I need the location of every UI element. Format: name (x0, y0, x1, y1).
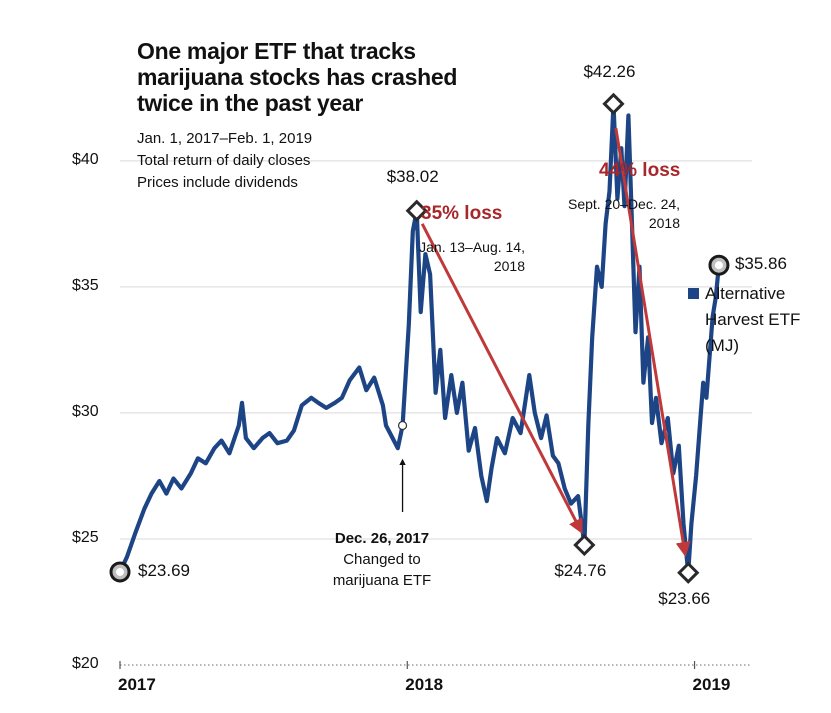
y-tick-label: $20 (72, 655, 99, 672)
date-range-line: 2018 (648, 215, 680, 231)
note-line: marijuana ETF (332, 572, 432, 589)
y-tick-label: $30 (72, 402, 99, 420)
y-tick-label: $25 (72, 528, 99, 546)
chart-subtitle: Jan. 1, 2017–Feb. 1, 2019 Total return o… (137, 128, 397, 194)
value-label: $35.86 (734, 254, 787, 274)
date-range-line: Sept. 20–Dec. 24, (568, 196, 681, 212)
x-tick-label: 2017 (118, 675, 156, 694)
diamond-marker (405, 199, 428, 222)
annotation-arrows (399, 127, 691, 558)
x-tick-label: 2018 (405, 675, 444, 694)
note-title: Dec. 26, 2017 (334, 530, 430, 547)
value-label: $42.26 (583, 61, 636, 81)
loss-arrow (420, 223, 583, 535)
subtitle-line: Total return of daily closes (137, 152, 311, 169)
value-label: $23.69 (138, 560, 190, 580)
circle-marker-center (714, 261, 723, 270)
small-marker (397, 420, 408, 431)
date-range-line: 2018 (493, 258, 525, 274)
marker-layer (109, 92, 730, 584)
legend-label: Alternative Harvest ETF (MJ) (705, 284, 801, 355)
circle-marker-center (116, 567, 124, 576)
x-tick-label: 2019 (692, 675, 731, 694)
value-label: $38.02 (386, 166, 439, 186)
loss-arrow (614, 127, 691, 558)
x-axis (119, 661, 752, 669)
legend: Alternative Harvest ETF (MJ) (688, 281, 825, 359)
diamond-marker (573, 533, 596, 557)
date-range-label: Sept. 20–Dec. 24, 2018 (568, 195, 680, 233)
loss-label: 44% loss (599, 160, 681, 181)
date-range-line: Jan. 13–Aug. 14, (419, 239, 525, 255)
y-tick-label: $35 (72, 276, 99, 294)
diamond-marker (602, 92, 625, 115)
chart-title: One major ETF that tracks marijuana stoc… (137, 38, 458, 116)
series-line (117, 101, 722, 575)
subtitle-line: Jan. 1, 2017–Feb. 1, 2019 (137, 130, 313, 147)
subtitle-line: Prices include dividends (137, 174, 298, 191)
gridlines (120, 160, 752, 540)
diamond-marker (677, 561, 700, 584)
series-layer (117, 101, 722, 575)
note-line: Changed to (343, 551, 421, 568)
value-label: $23.66 (658, 588, 711, 608)
legend-swatch (688, 288, 699, 299)
value-label: $24.76 (554, 561, 607, 580)
loss-label: 35% loss (421, 203, 503, 224)
date-range-label: Jan. 13–Aug. 14, 2018 (413, 238, 525, 276)
note-label: Dec. 26, 2017 Changed to marijuana ETF (312, 528, 452, 591)
y-tick-label: $40 (72, 150, 99, 168)
